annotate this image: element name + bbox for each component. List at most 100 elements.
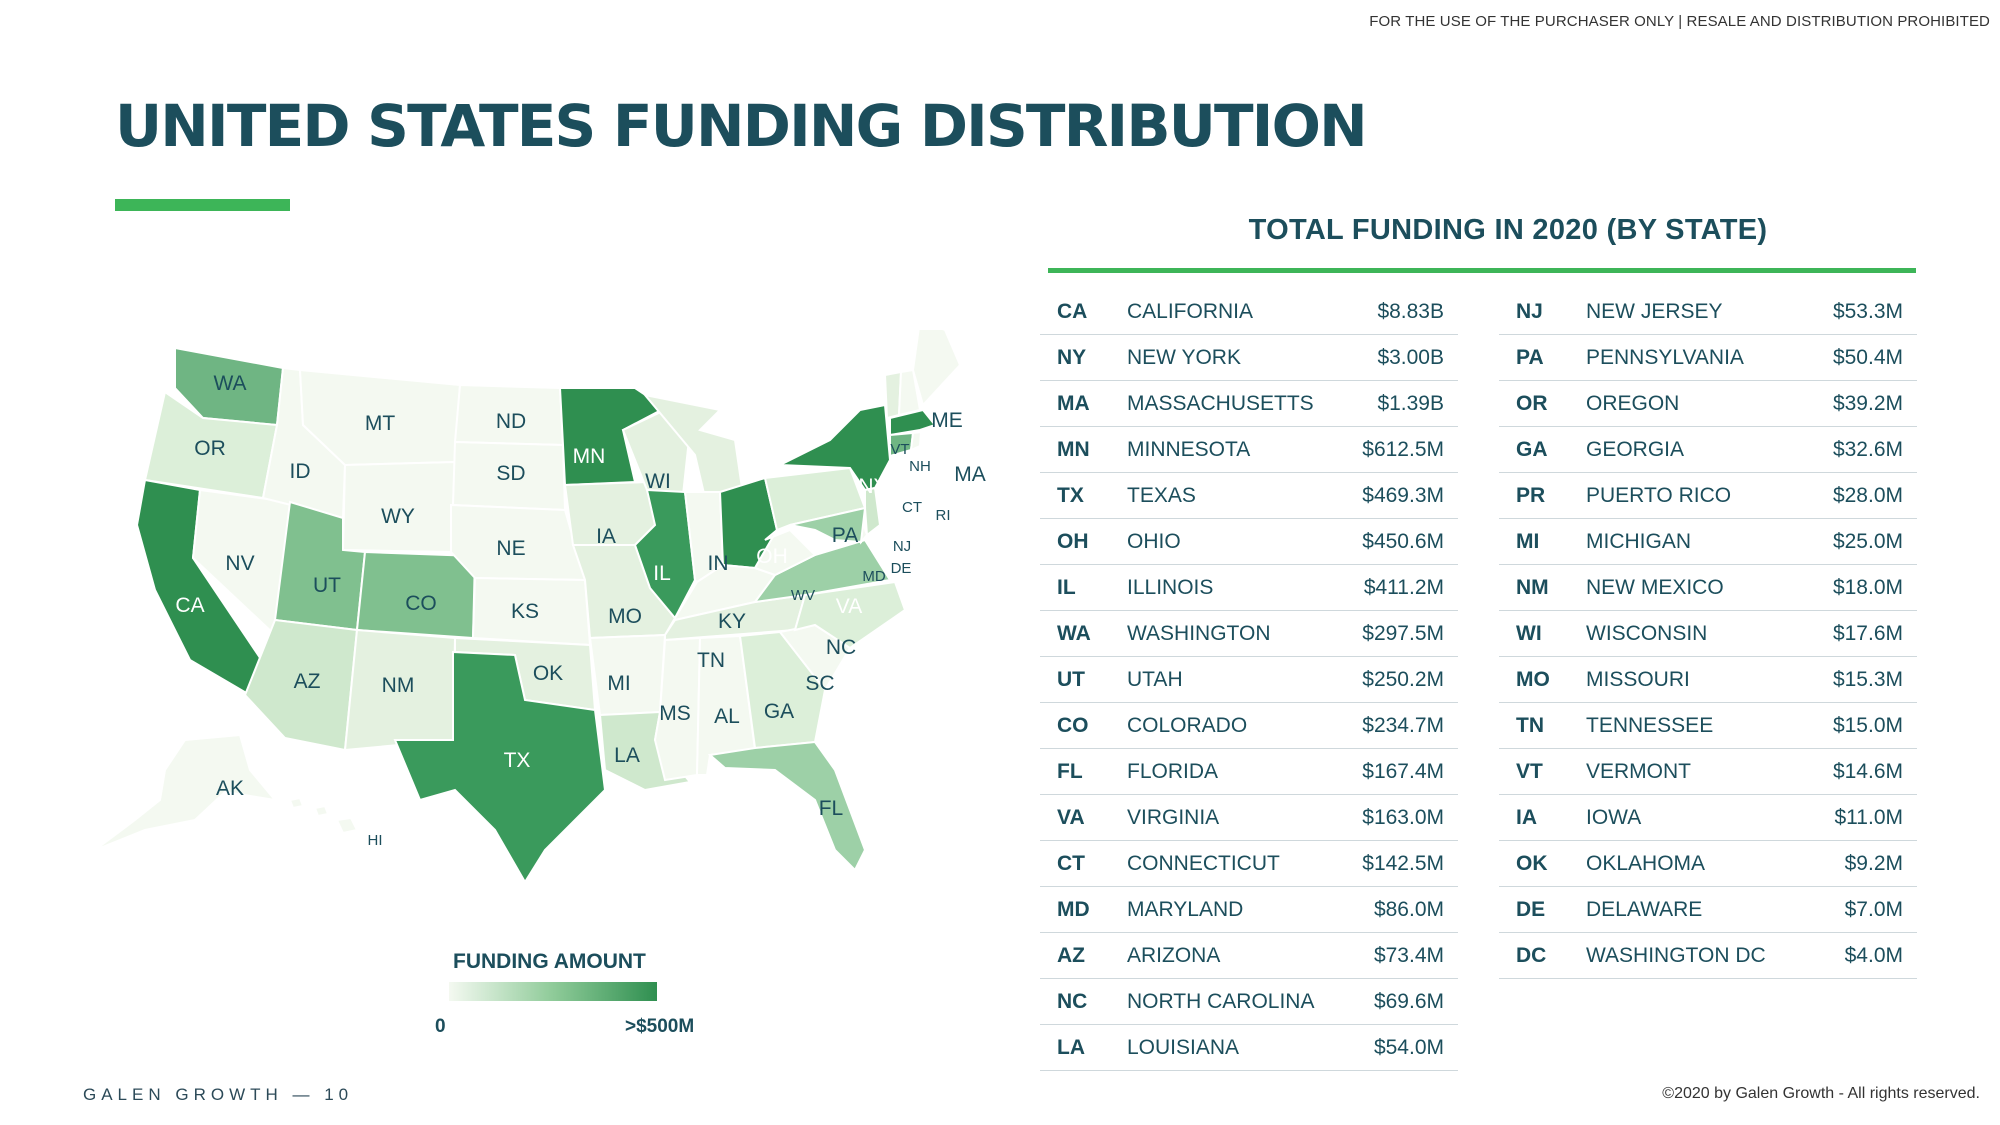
table-row: IA IOWA $11.0M xyxy=(1499,795,1917,841)
state-abbr: GA xyxy=(1516,437,1548,461)
state-name: ILLINOIS xyxy=(1127,575,1214,599)
state-name: NEW YORK xyxy=(1127,345,1241,369)
state-abbr: WI xyxy=(1516,621,1542,645)
funding-table-right: NJ NEW JERSEY $53.3M PA PENNSYLVANIA $50.4M OR… xyxy=(1499,289,1917,979)
label-ky: KY xyxy=(718,610,746,633)
table-title-rule xyxy=(1048,268,1916,273)
label-nv: NV xyxy=(225,552,254,575)
label-ks: KS xyxy=(511,600,539,623)
label-hi: HI xyxy=(368,832,383,849)
table-row: PA PENNSYLVANIA $50.4M xyxy=(1499,335,1917,381)
state-name: UTAH xyxy=(1127,667,1183,691)
label-nd: ND xyxy=(496,410,526,433)
footer-copyright: ©2020 by Galen Growth - All rights reser… xyxy=(1662,1085,1980,1102)
state-abbr: MI xyxy=(1516,529,1540,553)
funding-amount: $450.6M xyxy=(1362,529,1444,553)
state-name: PENNSYLVANIA xyxy=(1586,345,1744,369)
state-abbr: UT xyxy=(1057,667,1085,691)
state-name: GEORGIA xyxy=(1586,437,1685,461)
funding-amount: $86.0M xyxy=(1373,897,1444,921)
label-ia: IA xyxy=(596,525,616,548)
table-row: DC WASHINGTON DC $4.0M xyxy=(1499,933,1917,979)
table-row: MI MICHIGAN $25.0M xyxy=(1499,519,1917,565)
label-fl: FL xyxy=(819,797,844,820)
state-name: OREGON xyxy=(1586,391,1680,415)
state-name: WASHINGTON xyxy=(1127,621,1271,645)
state-name: FLORIDA xyxy=(1127,759,1219,783)
funding-amount: $142.5M xyxy=(1362,851,1444,875)
state-name: NEW MEXICO xyxy=(1586,575,1724,599)
label-in: IN xyxy=(708,552,729,575)
state-abbr: IL xyxy=(1057,575,1076,599)
label-ca: CA xyxy=(175,594,204,617)
funding-amount: $50.4M xyxy=(1832,345,1903,369)
funding-table-left: CA CALIFORNIA $8.83B NY NEW YORK $3.00B MA MASS… xyxy=(1040,289,1458,1071)
label-tn: TN xyxy=(697,649,725,672)
title-underline xyxy=(115,199,290,211)
table-row: OH OHIO $450.6M xyxy=(1040,519,1458,565)
funding-amount: $28.0M xyxy=(1832,483,1903,507)
label-ga: GA xyxy=(764,700,794,723)
table-row: NJ NEW JERSEY $53.3M xyxy=(1499,289,1917,335)
state-wi xyxy=(621,408,692,497)
funding-amount: $32.6M xyxy=(1832,437,1903,461)
table-row: AZ ARIZONA $73.4M xyxy=(1040,933,1458,979)
state-ga xyxy=(738,630,827,750)
table-row: CT CONNECTICUT $142.5M xyxy=(1040,841,1458,887)
state-name: ARIZONA xyxy=(1127,943,1221,967)
table-row: NY NEW YORK $3.00B xyxy=(1040,335,1458,381)
state-abbr: MN xyxy=(1057,437,1090,461)
state-nj xyxy=(864,486,882,537)
funding-amount: $469.3M xyxy=(1362,483,1444,507)
label-ct: CT xyxy=(902,499,922,516)
table-title: TOTAL FUNDING IN 2020 (BY STATE) xyxy=(1248,214,1768,246)
funding-amount: $17.6M xyxy=(1832,621,1903,645)
table-row: WA WASHINGTON $297.5M xyxy=(1040,611,1458,657)
table-row: OK OKLAHOMA $9.2M xyxy=(1499,841,1917,887)
table-row: MD MARYLAND $86.0M xyxy=(1040,887,1458,933)
table-row: CO COLORADO $234.7M xyxy=(1040,703,1458,749)
state-ri xyxy=(909,430,923,452)
state-me xyxy=(911,318,962,407)
funding-amount: $4.0M xyxy=(1844,943,1903,967)
table-row: NC NORTH CAROLINA $69.6M xyxy=(1040,979,1458,1025)
table-row: PR PUERTO RICO $28.0M xyxy=(1499,473,1917,519)
funding-amount: $9.2M xyxy=(1844,851,1903,875)
table-row: NM NEW MEXICO $18.0M xyxy=(1499,565,1917,611)
label-sd: SD xyxy=(496,462,525,485)
label-ma: MA xyxy=(954,463,986,486)
state-abbr: VA xyxy=(1057,805,1085,829)
table-row: VT VERMONT $14.6M xyxy=(1499,749,1917,795)
funding-amount: $15.3M xyxy=(1832,667,1903,691)
state-mn xyxy=(558,387,667,487)
state-abbr: MA xyxy=(1057,391,1090,415)
label-ak: AK xyxy=(216,777,244,800)
label-il: IL xyxy=(653,562,671,585)
state-abbr: IA xyxy=(1516,805,1537,829)
label-mi-ar: MI xyxy=(607,672,630,695)
table-row: GA GEORGIA $32.6M xyxy=(1499,427,1917,473)
state-name: OKLAHOMA xyxy=(1586,851,1706,875)
label-de: DE xyxy=(891,560,912,577)
state-abbr: TX xyxy=(1057,483,1084,507)
label-ny: NY xyxy=(858,475,887,498)
label-nj: NJ xyxy=(893,538,911,555)
state-name: WASHINGTON DC xyxy=(1586,943,1766,967)
table-row: TN TENNESSEE $15.0M xyxy=(1499,703,1917,749)
funding-amount: $18.0M xyxy=(1832,575,1903,599)
label-wy: WY xyxy=(381,505,415,528)
state-abbr: CO xyxy=(1057,713,1089,737)
label-ok: OK xyxy=(533,662,563,685)
table-row: VA VIRGINIA $163.0M xyxy=(1040,795,1458,841)
state-ak xyxy=(94,733,278,851)
funding-amount: $15.0M xyxy=(1832,713,1903,737)
state-name: DELAWARE xyxy=(1586,897,1703,921)
state-abbr: NM xyxy=(1516,575,1549,599)
state-name: MASSACHUSETTS xyxy=(1127,391,1314,415)
state-abbr: CA xyxy=(1057,299,1088,323)
table-row: WI WISCONSIN $17.6M xyxy=(1499,611,1917,657)
funding-amount: $11.0M xyxy=(1834,805,1904,829)
funding-amount: $297.5M xyxy=(1362,621,1444,645)
funding-amount: $167.4M xyxy=(1362,759,1444,783)
usage-notice: FOR THE USE OF THE PURCHASER ONLY | RESA… xyxy=(1369,13,1990,30)
